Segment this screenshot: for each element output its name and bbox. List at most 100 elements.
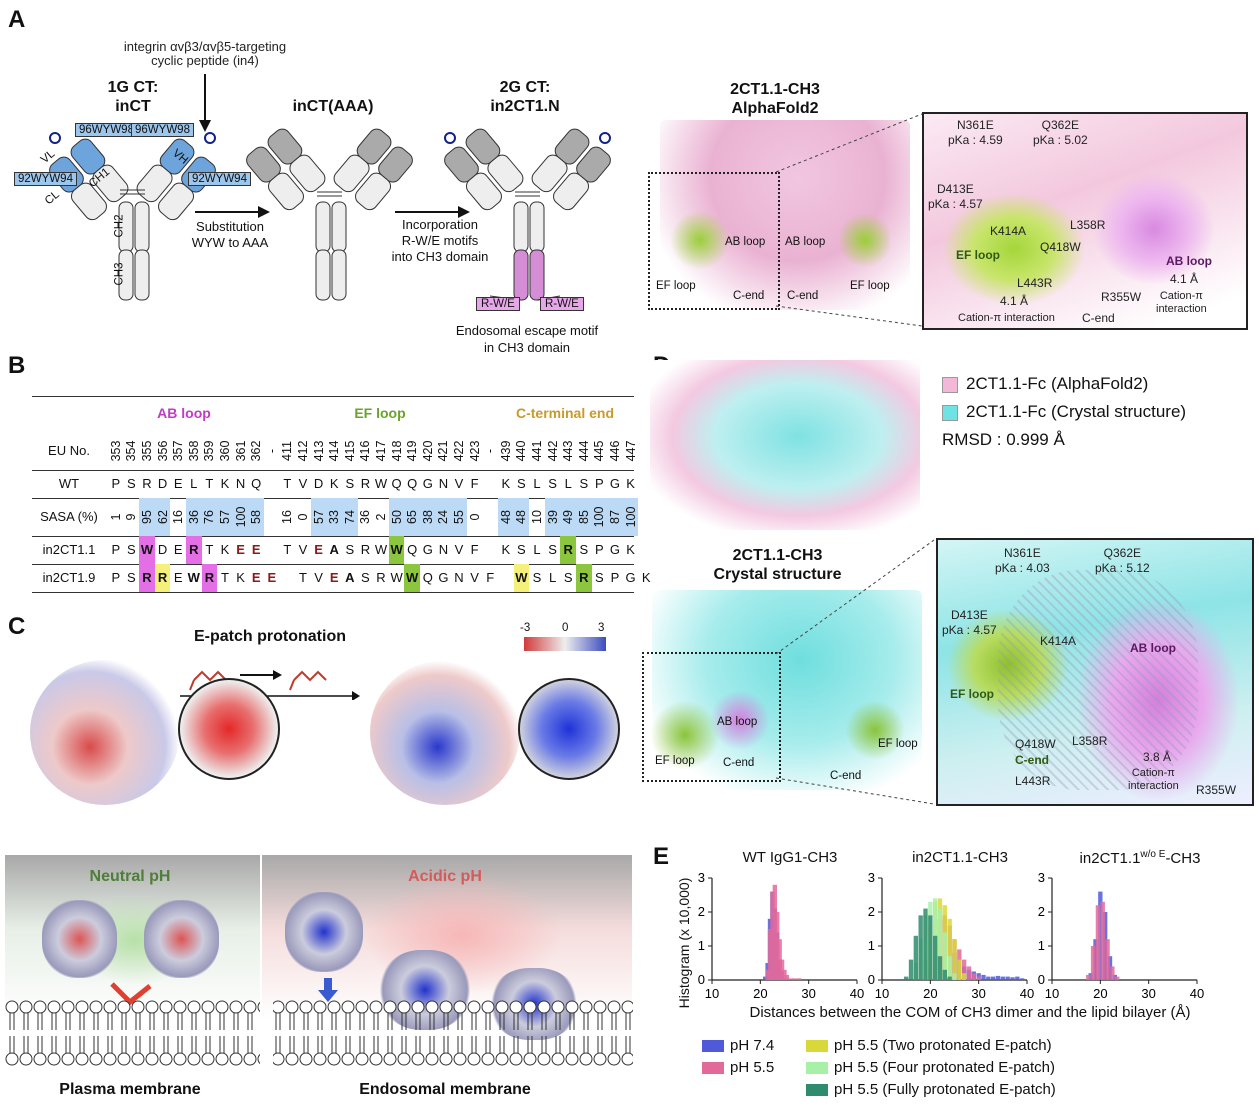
y-tick-label: 0	[868, 972, 875, 987]
crystal-ef-loop-r: EF loop	[878, 738, 918, 750]
wt-row-cell: V	[454, 476, 464, 491]
v9-row-cell: E	[267, 570, 277, 585]
cr-dist: 3.8 Å	[1143, 750, 1172, 764]
sasa-row-cell: 48	[513, 498, 530, 536]
histogram-bar	[990, 976, 996, 980]
histogram-bar	[777, 939, 782, 980]
e-xlabel: Distances between the COM of CH3 dimer a…	[749, 1004, 1191, 1021]
histogram-bar	[903, 976, 909, 980]
wt-row-cell: S	[548, 476, 557, 491]
af2-ab-loop-l: AB loop	[725, 236, 766, 248]
y-tick-label: 0	[1038, 972, 1045, 987]
histogram-bar	[1010, 977, 1015, 980]
cr-k414a: K414A	[1040, 634, 1077, 648]
sasa-row-cell: 65	[404, 498, 420, 536]
legend-swatch	[702, 1062, 724, 1074]
histogram-bar	[1110, 966, 1115, 980]
x-tick-label: 40	[1190, 986, 1204, 1000]
v9-row-cell: R	[576, 564, 592, 592]
legend-swatch	[702, 1040, 724, 1052]
legend-label: pH 5.5 (Four protonated E-patch)	[834, 1059, 1055, 1076]
y-tick-label: 1	[698, 938, 705, 953]
histogram-bar	[966, 966, 972, 980]
crystal-ab-left	[710, 690, 770, 750]
histogram-bar	[1005, 976, 1010, 980]
histogram-bar	[782, 969, 787, 980]
scale-min: -3	[520, 622, 531, 634]
v1-row-cell: R	[560, 536, 576, 564]
v9-row-cell: G	[438, 570, 449, 585]
acidic-zoom-circle	[518, 678, 620, 780]
histogram-bar	[779, 959, 785, 980]
wt-row-cell: L	[533, 476, 541, 491]
sasa-row-cell: 33	[326, 498, 342, 536]
x-tick-label: 10	[875, 986, 889, 1000]
v1-row-cell: P	[111, 542, 121, 557]
v9-row-cell: G	[625, 570, 636, 585]
histogram-bar	[942, 969, 948, 980]
panel-label-b: B	[8, 352, 26, 379]
wt-row-label: WT	[58, 476, 80, 491]
af2-ef-loop-l: EF loop	[656, 280, 696, 292]
scale-mid: 0	[562, 622, 569, 634]
v1-row-cell	[264, 536, 280, 564]
cr-q362e: Q362E pKa : 5.12	[1095, 546, 1150, 575]
e-title-1: WT IgG1-CH3	[742, 849, 838, 866]
v1-row-cell: S	[517, 542, 526, 557]
v9-row-cell: V	[470, 570, 479, 585]
wt-row-cell: L	[190, 476, 198, 491]
v1-row-cell: E	[314, 542, 323, 557]
histogram-bar	[1000, 976, 1006, 980]
crystal-c-end-l: C-end	[723, 757, 755, 769]
histogram-bar	[961, 973, 967, 980]
wyw-tag-a: 96WYW98	[75, 123, 138, 137]
y-tick-label: 2	[1038, 904, 1045, 919]
v9-row-cell: S	[361, 570, 370, 585]
v9-row-cell: F	[486, 570, 495, 585]
v9-row-label: in2CT1.9	[42, 570, 96, 585]
scale-max: 3	[598, 622, 605, 634]
x-tick-label: 20	[753, 986, 767, 1000]
sasa-row-cell: 76	[201, 498, 218, 536]
wt-row-cell: S	[517, 476, 526, 491]
histogram-bar	[1093, 939, 1098, 980]
potential-scale-bar	[524, 637, 606, 651]
v1-row-cell: S	[345, 542, 355, 557]
neutral-ph-label: Neutral pH	[89, 868, 171, 885]
x-tick-label: 30	[801, 986, 815, 1000]
v9-row: in2CT1.9 P S R R E W R T K E E T V E A S R W W Q G N V F W S L S R S P G…	[32, 564, 651, 593]
wt-row-cell: G	[609, 476, 621, 491]
legend-label: pH 5.5 (Two protonated E-patch)	[834, 1037, 1052, 1054]
v1-row-cell: D	[157, 542, 168, 557]
histogram-bar	[976, 976, 981, 980]
v9-row-cell: K	[641, 570, 651, 585]
af2-n361e: N361E pKa : 4.59	[948, 118, 1003, 147]
rwe-tag-left: R-W/E	[476, 297, 520, 311]
y-tick-label: 1	[868, 938, 875, 953]
v1-row-cell: F	[470, 542, 479, 557]
sasa-row-cell: 49	[560, 498, 576, 536]
v9-row-cell: W	[404, 564, 420, 592]
histogram-bar	[937, 908, 943, 980]
ab-loop-header: AB loop	[157, 405, 211, 421]
v1-row-cell: E	[173, 542, 183, 557]
af2-dist2: 4.1 Å	[1170, 272, 1199, 286]
sasa-row-cell: 74	[342, 498, 358, 536]
sasa-row-cell: 48	[498, 498, 514, 536]
v1-row-cell: K	[501, 542, 511, 557]
sasa-row-cell: 57	[310, 498, 327, 536]
cr-l443r: L443R	[1015, 774, 1051, 788]
y-tick-label: 3	[1038, 870, 1045, 885]
wt-row-cell	[264, 470, 280, 498]
sasa-row-cell: 100	[232, 498, 249, 536]
af2-zoom-connectors	[776, 113, 923, 327]
v9-row-cell: S	[532, 570, 542, 585]
wyw-tag-d: 92WYW94	[188, 172, 251, 186]
legend-alpha-swatch	[942, 377, 958, 393]
crystal-ab-loop-l: AB loop	[717, 716, 758, 728]
eu-row: EU No. 353 354 355 356 357 358 359 360 361 362-411…	[32, 432, 638, 471]
af2-d413e: D413E pKa : 4.57	[928, 182, 983, 211]
histogram-bar	[932, 935, 938, 980]
histogram-bar	[961, 959, 967, 980]
v1-row-cell: S	[127, 542, 136, 557]
